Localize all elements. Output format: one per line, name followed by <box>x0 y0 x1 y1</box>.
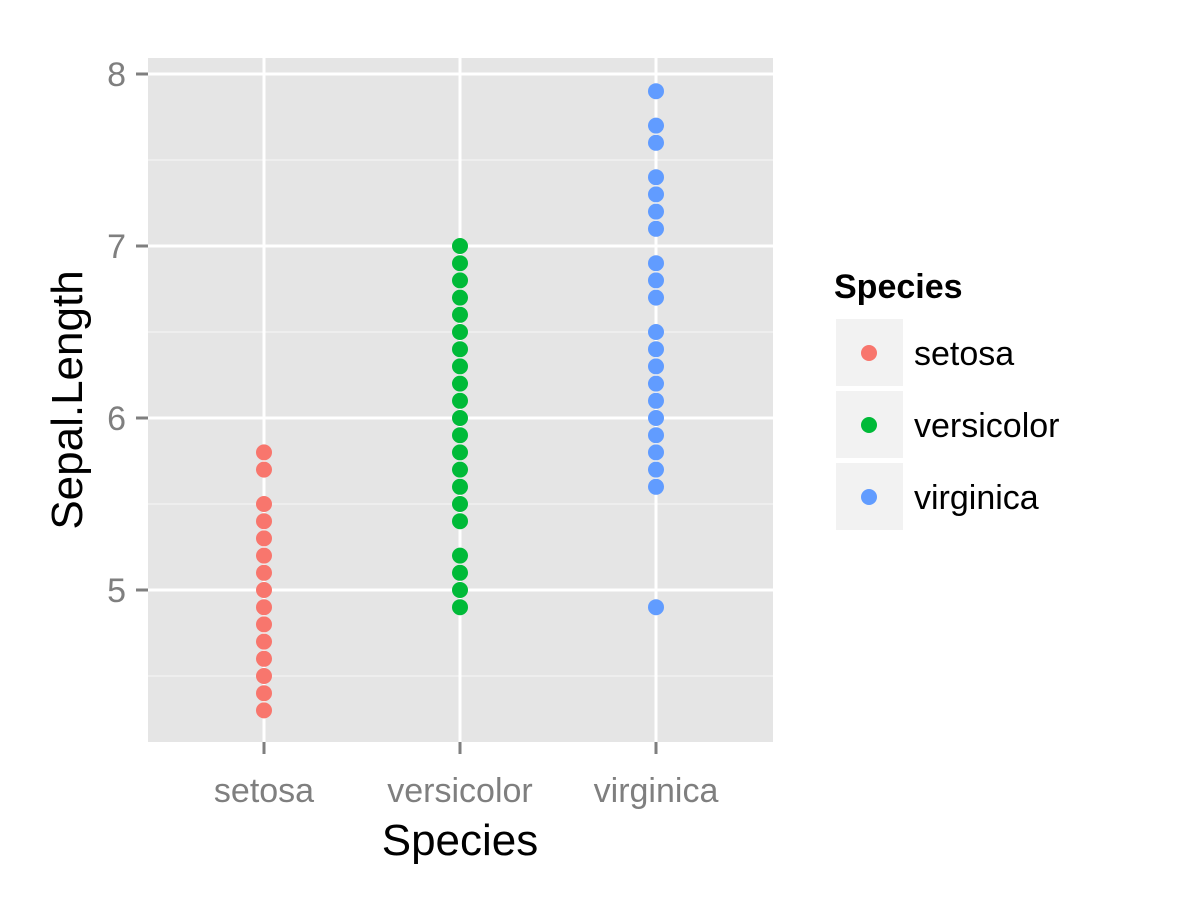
data-point-virginica <box>648 358 664 375</box>
x-tick-label: setosa <box>214 772 314 810</box>
data-point-virginica <box>648 324 664 340</box>
data-point-virginica <box>648 478 664 495</box>
data-point-virginica <box>648 83 664 100</box>
data-point-versicolor <box>452 341 468 358</box>
legend-items: setosa versicolor virginica <box>836 319 1059 530</box>
data-point-versicolor <box>452 478 468 495</box>
x-axis-title: Species <box>382 816 539 865</box>
data-point-setosa <box>256 599 272 616</box>
legend-marker-virginica <box>861 489 877 505</box>
data-point-setosa <box>256 582 272 598</box>
data-point-virginica <box>648 255 664 272</box>
data-point-virginica <box>648 134 664 151</box>
data-point-versicolor <box>452 599 468 616</box>
data-point-virginica <box>648 203 664 220</box>
y-axis-title: Sepal.Length <box>43 270 92 529</box>
data-point-virginica <box>648 117 664 134</box>
data-point-versicolor <box>452 582 468 598</box>
data-point-versicolor <box>452 289 468 306</box>
data-point-virginica <box>648 392 664 409</box>
data-point-setosa <box>256 633 272 650</box>
data-point-virginica <box>648 272 664 289</box>
data-point-versicolor <box>452 272 468 289</box>
legend: Species setosa versicolor virginica <box>834 268 1059 530</box>
legend-title: Species <box>834 268 963 306</box>
data-point-virginica <box>648 375 664 392</box>
legend-marker-setosa <box>861 345 877 361</box>
data-point-versicolor <box>452 392 468 409</box>
y-axis: 5 6 7 8 <box>107 56 148 610</box>
data-point-virginica <box>648 169 664 186</box>
data-point-versicolor <box>452 375 468 392</box>
data-point-virginica <box>648 220 664 237</box>
data-point-versicolor <box>452 513 468 530</box>
legend-label: virginica <box>914 479 1039 517</box>
data-point-versicolor <box>452 427 468 444</box>
data-point-versicolor <box>452 444 468 461</box>
data-point-virginica <box>648 410 664 426</box>
y-tick-label: 5 <box>107 572 126 610</box>
data-point-versicolor <box>452 547 468 564</box>
data-point-versicolor <box>452 324 468 340</box>
data-point-setosa <box>256 444 272 461</box>
x-axis: setosa versicolor virginica <box>214 742 719 810</box>
x-tick-label: virginica <box>594 772 719 810</box>
data-point-setosa <box>256 461 272 478</box>
data-point-versicolor <box>452 255 468 272</box>
data-point-setosa <box>256 685 272 702</box>
data-point-virginica <box>648 341 664 358</box>
y-tick-label: 6 <box>107 400 126 438</box>
legend-marker-versicolor <box>861 417 877 433</box>
y-tick-label: 8 <box>107 56 126 94</box>
data-point-versicolor <box>452 496 468 512</box>
data-point-setosa <box>256 668 272 684</box>
data-point-versicolor <box>452 306 468 323</box>
data-point-versicolor <box>452 564 468 581</box>
x-tick-label: versicolor <box>387 772 532 810</box>
data-point-setosa <box>256 564 272 581</box>
data-point-versicolor <box>452 410 468 426</box>
data-point-setosa <box>256 513 272 530</box>
data-point-setosa <box>256 496 272 512</box>
data-point-virginica <box>648 461 664 478</box>
data-point-versicolor <box>452 238 468 254</box>
data-point-setosa <box>256 650 272 667</box>
data-point-setosa <box>256 616 272 633</box>
data-point-virginica <box>648 444 664 461</box>
data-point-virginica <box>648 599 664 616</box>
data-point-versicolor <box>452 461 468 478</box>
legend-label: versicolor <box>914 407 1059 445</box>
data-point-setosa <box>256 530 272 547</box>
data-point-virginica <box>648 186 664 203</box>
data-point-virginica <box>648 427 664 444</box>
data-point-setosa <box>256 702 272 719</box>
data-points <box>256 83 664 719</box>
y-tick-label: 7 <box>107 228 126 266</box>
data-point-setosa <box>256 547 272 564</box>
data-point-virginica <box>648 289 664 306</box>
legend-label: setosa <box>914 335 1014 373</box>
data-point-versicolor <box>452 358 468 375</box>
